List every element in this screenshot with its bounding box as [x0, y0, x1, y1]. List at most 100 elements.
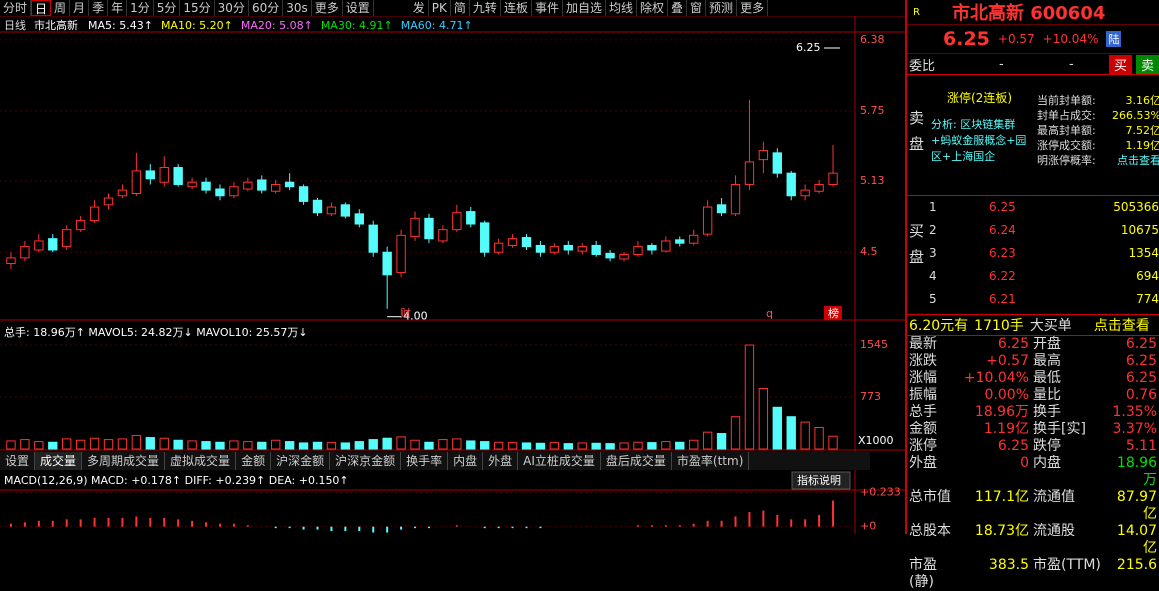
volume-bar — [132, 436, 140, 449]
y-tick-label: +0 — [860, 520, 876, 533]
volume-bar — [258, 442, 266, 449]
stat-row: 封单占成交:266.53% — [1037, 108, 1159, 123]
volume-bar — [160, 438, 168, 449]
volume-bar — [188, 441, 196, 449]
candle-body — [118, 190, 126, 196]
quote-label: 振幅 — [907, 387, 961, 404]
ma-label: MA20: 5.08↑ — [241, 19, 313, 32]
ma-label: MA30: 4.91↑ — [321, 19, 393, 32]
volume-bar — [592, 443, 600, 449]
quote-value: 0.00% — [961, 387, 1029, 404]
bid-price: 6.21 — [989, 288, 1079, 311]
candle-body — [829, 173, 837, 184]
y-tick-label: 773 — [860, 390, 881, 403]
candle-body — [272, 184, 280, 191]
volume-bar — [7, 441, 15, 449]
candle-body — [146, 171, 154, 179]
candle-body — [662, 241, 670, 251]
tab[interactable]: 设置 — [0, 452, 35, 470]
quote-label: 内盘 — [1029, 455, 1103, 489]
volume-bar — [662, 442, 670, 449]
volume-bar — [578, 443, 586, 449]
stat-row: 当前封单额:3.16亿 — [1037, 93, 1159, 108]
quote-value: 18.73亿 — [961, 523, 1029, 557]
change: +0.57 — [998, 32, 1035, 46]
tab[interactable]: 多周期成交量 — [82, 452, 165, 470]
volume-bar — [90, 438, 98, 449]
sell-button[interactable]: 卖 — [1136, 55, 1159, 74]
volume-bar — [411, 440, 419, 449]
volume-bar — [230, 441, 238, 449]
y-tick-label: +0.233 — [860, 485, 901, 498]
quote-label: 跌停 — [1029, 438, 1103, 455]
candle-body — [703, 207, 711, 234]
volume-bar — [564, 444, 572, 449]
stat-row: 最高封单额:7.52亿 — [1037, 123, 1159, 138]
status: 涨停(2连板) — [947, 89, 1012, 106]
quote-label: 涨停 — [907, 438, 961, 455]
quote-label: 金额 — [907, 421, 961, 438]
buy-button[interactable]: 买 — [1109, 55, 1132, 74]
bid-volume: 774 — [1079, 288, 1159, 311]
candle-body — [453, 213, 461, 230]
tab[interactable]: 内盘 — [448, 452, 483, 470]
tag: 陆 — [1106, 31, 1121, 47]
candle-body — [132, 171, 140, 194]
candle-body — [731, 184, 739, 213]
candle-body — [425, 218, 433, 238]
quote-panel: R 市北高新 600604 6.25 +0.57 +10.04% 陆 委比 - … — [905, 0, 1159, 534]
tab[interactable]: 市盈率(ttm) — [672, 452, 749, 470]
price-row: 6.25 +0.57 +10.04% 陆 — [907, 25, 1159, 54]
tab[interactable]: 外盘 — [483, 452, 518, 470]
tab[interactable]: 盘后成交量 — [601, 452, 672, 470]
quote-label: 总市值 — [907, 489, 961, 523]
unit: X1000 — [858, 434, 894, 447]
volume-bar — [467, 441, 475, 449]
tab[interactable]: 沪深金额 — [271, 452, 330, 470]
volume-bar — [829, 436, 837, 449]
tab[interactable]: AI立桩成交量 — [518, 452, 601, 470]
bid-price: 6.25 — [989, 196, 1079, 219]
quote-label: 总手 — [907, 404, 961, 421]
candle-body — [230, 187, 238, 196]
bid-volume: 1354 — [1079, 242, 1159, 265]
candle-body — [717, 205, 725, 213]
stat-row: 涨停成交额:1.19亿 — [1037, 138, 1159, 153]
big-order-text: 大买单 — [1030, 315, 1072, 335]
tab[interactable]: 沪深京金额 — [330, 452, 401, 470]
candle-body — [536, 245, 544, 252]
tab[interactable]: 虚拟成交量 — [165, 452, 236, 470]
volume-bar — [550, 443, 558, 449]
panel-title: 总手: 18.96万↑ MAVOL5: 24.82万↓ MAVOL10: 25.… — [4, 325, 308, 339]
stat-value: 266.53% — [1112, 108, 1159, 123]
candle-body — [355, 214, 363, 224]
volume-bar — [285, 442, 293, 449]
quote-value: 6.25 — [961, 438, 1029, 455]
volume-bar — [49, 442, 57, 449]
candle-body — [648, 245, 656, 250]
volume-bar — [606, 444, 614, 449]
tab[interactable]: 换手率 — [401, 452, 448, 470]
quote-value: 6.25 — [1103, 353, 1157, 370]
volume-bar — [620, 443, 628, 449]
volume-bar — [425, 442, 433, 449]
view-button[interactable]: 点击查看 — [1094, 315, 1150, 335]
candle-body — [494, 243, 502, 252]
candle-body — [21, 247, 29, 258]
tab[interactable]: 成交量 — [35, 452, 82, 470]
weibi-label: 委比 — [909, 55, 999, 74]
volume-bar — [369, 440, 377, 449]
tab[interactable]: 金额 — [236, 452, 271, 470]
volume-bar — [76, 440, 84, 449]
candle-body — [745, 162, 753, 185]
stat-label: 明涨停概率: — [1037, 153, 1096, 168]
level: 5 — [929, 288, 989, 311]
stat-label: 当前封单额: — [1037, 93, 1096, 108]
